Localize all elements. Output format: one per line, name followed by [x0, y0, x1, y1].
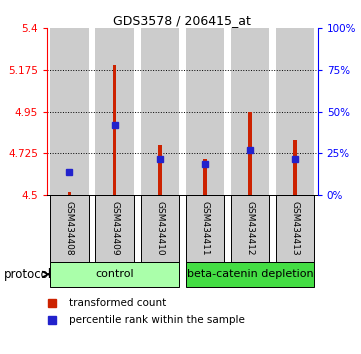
- Text: protocol: protocol: [4, 268, 52, 281]
- Bar: [186, 28, 224, 195]
- Bar: [276, 195, 314, 262]
- Text: GSM434411: GSM434411: [200, 201, 209, 256]
- Bar: [231, 195, 269, 262]
- Bar: [293, 140, 297, 195]
- Bar: [276, 28, 314, 195]
- Text: beta-catenin depletion: beta-catenin depletion: [187, 269, 313, 279]
- Bar: [50, 195, 89, 262]
- Bar: [95, 195, 134, 262]
- Bar: [248, 112, 252, 195]
- Text: GSM434409: GSM434409: [110, 201, 119, 256]
- Bar: [95, 28, 134, 195]
- Text: GSM434408: GSM434408: [65, 201, 74, 256]
- Bar: [140, 195, 179, 262]
- Bar: [186, 262, 314, 287]
- Bar: [50, 262, 179, 287]
- Text: control: control: [95, 269, 134, 279]
- Bar: [50, 28, 89, 195]
- Bar: [113, 65, 116, 195]
- Title: GDS3578 / 206415_at: GDS3578 / 206415_at: [113, 14, 251, 27]
- Text: transformed count: transformed count: [69, 298, 166, 308]
- Bar: [186, 195, 224, 262]
- Text: GSM434410: GSM434410: [155, 201, 164, 256]
- Bar: [140, 28, 179, 195]
- Bar: [231, 28, 269, 195]
- Bar: [68, 192, 71, 195]
- Text: percentile rank within the sample: percentile rank within the sample: [69, 315, 244, 325]
- Bar: [158, 145, 162, 195]
- Bar: [203, 159, 206, 195]
- Text: GSM434413: GSM434413: [291, 201, 300, 256]
- Text: GSM434412: GSM434412: [245, 201, 255, 256]
